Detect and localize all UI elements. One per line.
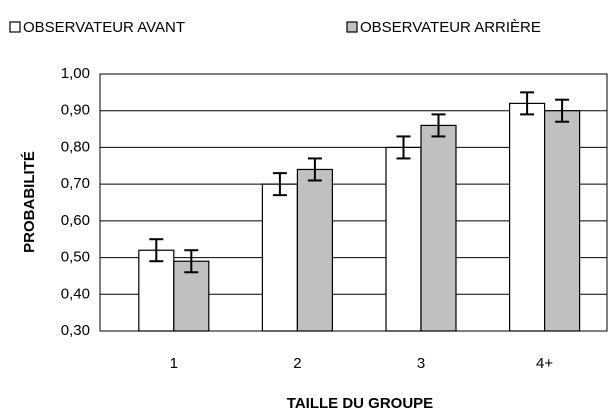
- x-tick-label: 3: [417, 355, 425, 372]
- legend-label: OBSERVATEUR ARRIÈRE: [360, 19, 541, 36]
- x-tick-label: 4+: [536, 355, 553, 372]
- y-tick-label: 0,90: [61, 102, 90, 119]
- y-tick-label: 0,30: [61, 322, 90, 339]
- bar: [138, 249, 175, 332]
- bar: [420, 124, 457, 332]
- y-tick-label: 1,00: [61, 65, 90, 82]
- y-tick-label: 0,40: [61, 285, 90, 302]
- y-axis-label: PROBABILITÉ: [21, 151, 38, 253]
- x-axis-label: TAILLE DU GROUPE: [287, 395, 433, 412]
- y-tick-label: 0,80: [61, 138, 90, 155]
- x-tick-label: 1: [170, 355, 178, 372]
- bar: [261, 183, 298, 332]
- bar: [296, 168, 333, 332]
- legend-label: OBSERVATEUR AVANT: [23, 19, 185, 36]
- bar: [385, 146, 422, 332]
- x-tick-label: 2: [293, 355, 301, 372]
- y-tick-label: 0,50: [61, 249, 90, 266]
- y-tick-label: 0,60: [61, 212, 90, 229]
- legend-swatch: [346, 21, 358, 33]
- legend-swatch: [9, 21, 21, 33]
- bar: [543, 110, 581, 332]
- y-tick-label: 0,70: [61, 175, 90, 192]
- plot-frame: [99, 73, 608, 332]
- bar: [509, 102, 546, 332]
